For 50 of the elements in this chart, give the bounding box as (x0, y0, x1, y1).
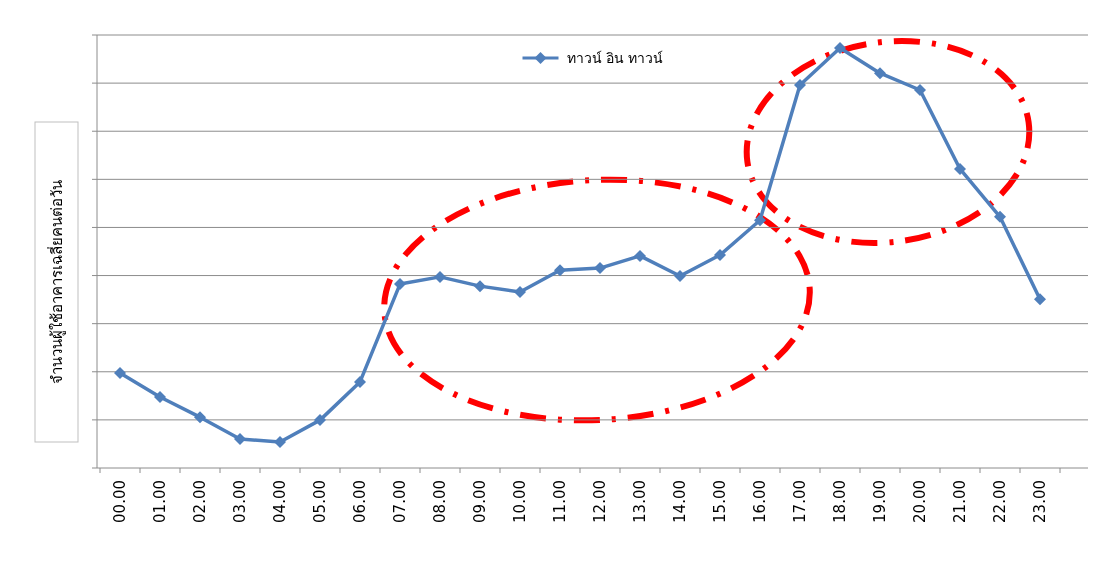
x-tick-label: 07.00 (391, 480, 409, 523)
point (954, 162, 966, 175)
legend-label: ทาวน์ อิน ทาวน์ (566, 50, 664, 66)
x-tick-label: 22.00 (991, 480, 1009, 523)
y-axis-title: จำนวนผู้ใช้อาคารเฉลี่ยคนต่อวัน (46, 180, 66, 384)
x-tick-label: 19.00 (871, 480, 889, 523)
x-tick-label: 08.00 (431, 480, 449, 523)
point (114, 367, 126, 380)
x-tick-label: 23.00 (1031, 480, 1049, 523)
x-tick-label: 13.00 (631, 480, 649, 523)
point (634, 249, 646, 262)
point (394, 278, 406, 291)
x-tick-label: 11.00 (551, 480, 569, 523)
x-tick-label: 05.00 (311, 480, 329, 523)
point (914, 84, 926, 96)
point (274, 435, 286, 448)
x-tick-label: 16.00 (751, 480, 769, 523)
point (794, 78, 806, 91)
point (474, 280, 486, 293)
x-tick-label: 15.00 (711, 480, 729, 523)
x-tick-label: 14.00 (671, 480, 689, 523)
point (594, 262, 606, 275)
x-tick-label: 03.00 (231, 480, 249, 523)
point (154, 391, 166, 404)
x-tick-label: 21.00 (951, 480, 969, 523)
point (674, 270, 686, 283)
point (314, 414, 326, 427)
point (874, 67, 886, 80)
point (554, 264, 566, 277)
x-tick-label: 20.00 (911, 480, 929, 523)
x-tick-label: 01.00 (151, 480, 169, 523)
point (1034, 293, 1046, 306)
point (834, 42, 846, 54)
point (994, 210, 1006, 223)
x-tick-label: 18.00 (831, 480, 849, 523)
point (434, 270, 446, 283)
x-tick-label: 00.00 (111, 480, 129, 523)
x-tick-label: 02.00 (191, 480, 209, 523)
x-tick-label: 17.00 (791, 480, 809, 523)
point (714, 249, 726, 262)
point (754, 214, 766, 227)
x-tick-label: 09.00 (471, 480, 489, 523)
x-tick-label: 06.00 (351, 480, 369, 523)
x-tick-label: 04.00 (271, 480, 289, 523)
point (194, 411, 206, 424)
x-tick-label: 10.00 (511, 480, 529, 523)
point (354, 375, 366, 388)
point (234, 433, 246, 446)
x-tick-label: 12.00 (591, 480, 609, 523)
point (514, 286, 526, 299)
